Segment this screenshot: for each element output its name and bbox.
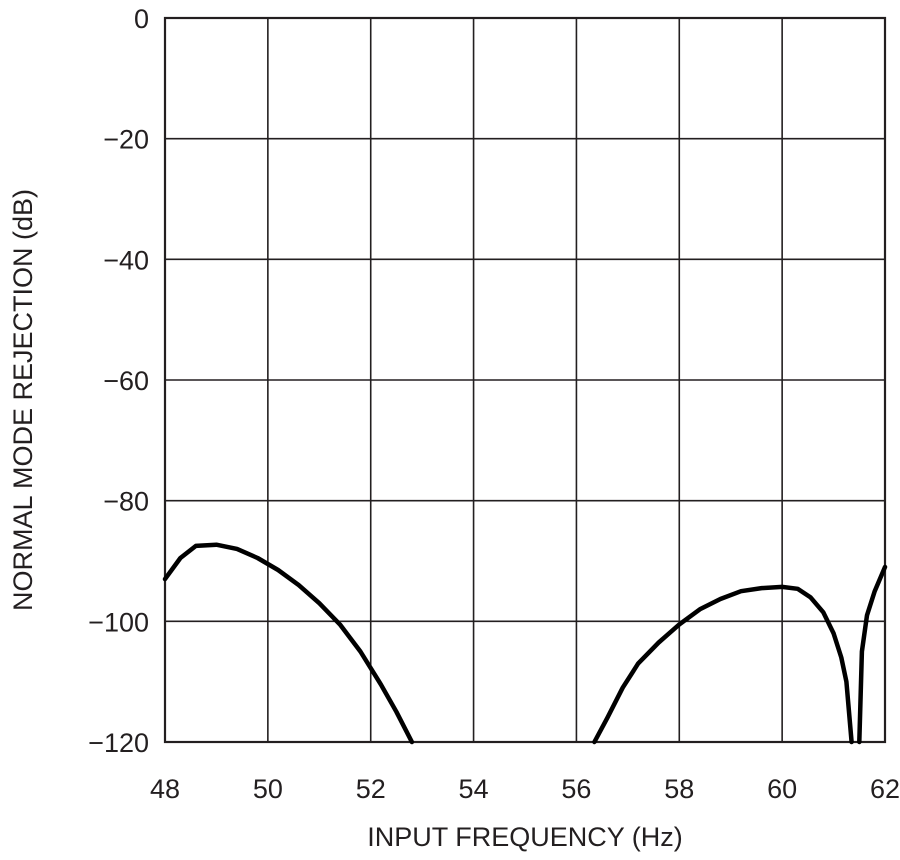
- y-tick-label: −20: [103, 125, 149, 155]
- x-axis-title: INPUT FREQUENCY (Hz): [367, 822, 683, 852]
- y-axis-title: NORMAL MODE REJECTION (dB): [8, 189, 38, 611]
- y-tick-labels: 0 −20 −40 −60 −80 −100 −120: [88, 4, 149, 758]
- y-tick-label: 0: [134, 4, 149, 34]
- y-tick-label: −60: [103, 366, 149, 396]
- grid: [164, 17, 886, 743]
- y-tick-label: −120: [88, 728, 149, 758]
- x-tick-label: 48: [150, 774, 180, 804]
- y-tick-label: −40: [103, 245, 149, 275]
- y-tick-label: −80: [103, 487, 149, 517]
- x-tick-label: 58: [664, 774, 694, 804]
- x-tick-label: 60: [767, 774, 797, 804]
- series-line-2: [857, 564, 888, 745]
- y-tick-label: −100: [88, 607, 149, 637]
- x-tick-label: 50: [253, 774, 283, 804]
- x-tick-label: 56: [561, 774, 591, 804]
- series-group: [162, 542, 888, 745]
- x-tick-labels: 48 50 52 54 56 58 60 62: [150, 774, 900, 804]
- series-line-1: [592, 584, 854, 745]
- plot-frame: [163, 16, 887, 744]
- x-tick-label: 54: [459, 774, 489, 804]
- x-tick-label: 52: [356, 774, 386, 804]
- series-line-0: [162, 542, 415, 745]
- x-tick-label: 62: [870, 774, 900, 804]
